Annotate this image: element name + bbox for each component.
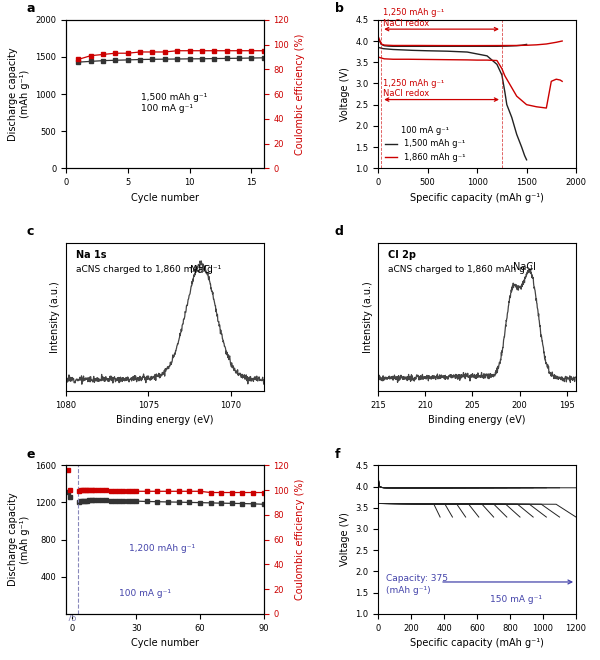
Y-axis label: Intensity (a.u.): Intensity (a.u.) bbox=[50, 281, 61, 352]
Text: 1,250 mAh g⁻¹
NaCl redox: 1,250 mAh g⁻¹ NaCl redox bbox=[383, 79, 445, 98]
X-axis label: Cycle number: Cycle number bbox=[131, 193, 199, 203]
Text: 1,200 mAh g⁻¹: 1,200 mAh g⁻¹ bbox=[129, 544, 196, 554]
Text: e: e bbox=[26, 448, 35, 461]
Text: 1,250 mAh g⁻¹
NaCl redox: 1,250 mAh g⁻¹ NaCl redox bbox=[383, 9, 445, 28]
Text: Capacity: 375: Capacity: 375 bbox=[386, 574, 448, 583]
Text: f: f bbox=[335, 448, 340, 461]
Text: 1,500 mAh g⁻¹
100 mA g⁻¹: 1,500 mAh g⁻¹ 100 mA g⁻¹ bbox=[141, 93, 208, 113]
Text: c: c bbox=[26, 225, 34, 238]
Y-axis label: Discharge capacity
(mAh g⁻¹): Discharge capacity (mAh g⁻¹) bbox=[8, 48, 30, 141]
Legend: 1,500 mAh g⁻¹, 1,860 mAh g⁻¹: 1,500 mAh g⁻¹, 1,860 mAh g⁻¹ bbox=[382, 124, 468, 164]
X-axis label: Binding energy (eV): Binding energy (eV) bbox=[116, 415, 214, 425]
Y-axis label: Coulombic efficiency (%): Coulombic efficiency (%) bbox=[295, 479, 305, 600]
Text: (mAh g⁻¹): (mAh g⁻¹) bbox=[386, 586, 431, 595]
Y-axis label: Voltage (V): Voltage (V) bbox=[340, 67, 350, 121]
Y-axis label: Coulombic efficiency (%): Coulombic efficiency (%) bbox=[295, 34, 305, 154]
Text: Cl 2p: Cl 2p bbox=[388, 250, 416, 260]
X-axis label: Cycle number: Cycle number bbox=[131, 638, 199, 648]
Y-axis label: Intensity (a.u.): Intensity (a.u.) bbox=[363, 281, 373, 352]
Text: b: b bbox=[335, 3, 344, 15]
Text: 100 mA g⁻¹: 100 mA g⁻¹ bbox=[119, 589, 172, 598]
Y-axis label: Discharge capacity
(mAh g⁻¹): Discharge capacity (mAh g⁻¹) bbox=[8, 493, 29, 586]
Text: 75: 75 bbox=[66, 614, 77, 623]
X-axis label: Specific capacity (mAh g⁻¹): Specific capacity (mAh g⁻¹) bbox=[410, 638, 544, 648]
Text: NaCl: NaCl bbox=[512, 262, 535, 272]
Text: Na 1s: Na 1s bbox=[76, 250, 106, 260]
Text: aCNS charged to 1,860 mAh g⁻¹: aCNS charged to 1,860 mAh g⁻¹ bbox=[76, 265, 221, 274]
Text: d: d bbox=[335, 225, 344, 238]
Y-axis label: Voltage (V): Voltage (V) bbox=[340, 513, 350, 566]
Text: aCNS charged to 1,860 mAh g⁻¹: aCNS charged to 1,860 mAh g⁻¹ bbox=[388, 265, 533, 274]
X-axis label: Binding energy (eV): Binding energy (eV) bbox=[428, 415, 526, 425]
Text: a: a bbox=[26, 3, 35, 15]
Text: NaCl: NaCl bbox=[190, 265, 212, 275]
X-axis label: Specific capacity (mAh g⁻¹): Specific capacity (mAh g⁻¹) bbox=[410, 193, 544, 203]
Text: 150 mA g⁻¹: 150 mA g⁻¹ bbox=[490, 595, 542, 604]
